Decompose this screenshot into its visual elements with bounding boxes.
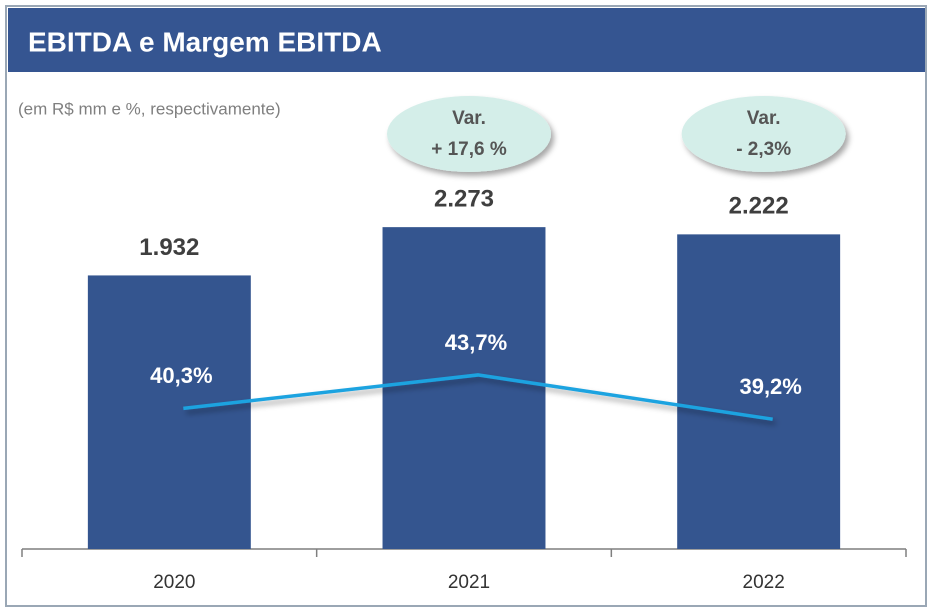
annotation-bubble: [387, 96, 551, 172]
annotation-bubble: [681, 96, 846, 172]
bar-value-label: 1.932: [139, 234, 199, 261]
x-tick-label: 2020: [153, 572, 195, 593]
bar-value-label: 2.273: [434, 185, 494, 212]
bar: [382, 227, 546, 550]
title-bar: [8, 8, 925, 72]
bar: [677, 234, 841, 549]
annotation-text: Var.: [747, 108, 781, 129]
annotation-text: - 2,3%: [736, 139, 791, 160]
line-value-label: 39,2%: [739, 374, 801, 399]
line-value-label: 40,3%: [150, 363, 212, 388]
chart-title: EBITDA e Margem EBITDA: [28, 26, 382, 57]
x-tick-label: 2021: [448, 572, 490, 593]
line: [183, 373, 773, 421]
bar: [87, 275, 251, 549]
x-tick-label: 2022: [743, 572, 785, 593]
line-value-label: 43,7%: [445, 330, 507, 355]
subtitle: (em R$ mm e %, respectivamente): [18, 99, 281, 118]
annotation-text: Var.: [452, 108, 486, 129]
annotation-text: + 17,6 %: [431, 139, 507, 160]
bar-value-label: 2.222: [729, 193, 789, 220]
